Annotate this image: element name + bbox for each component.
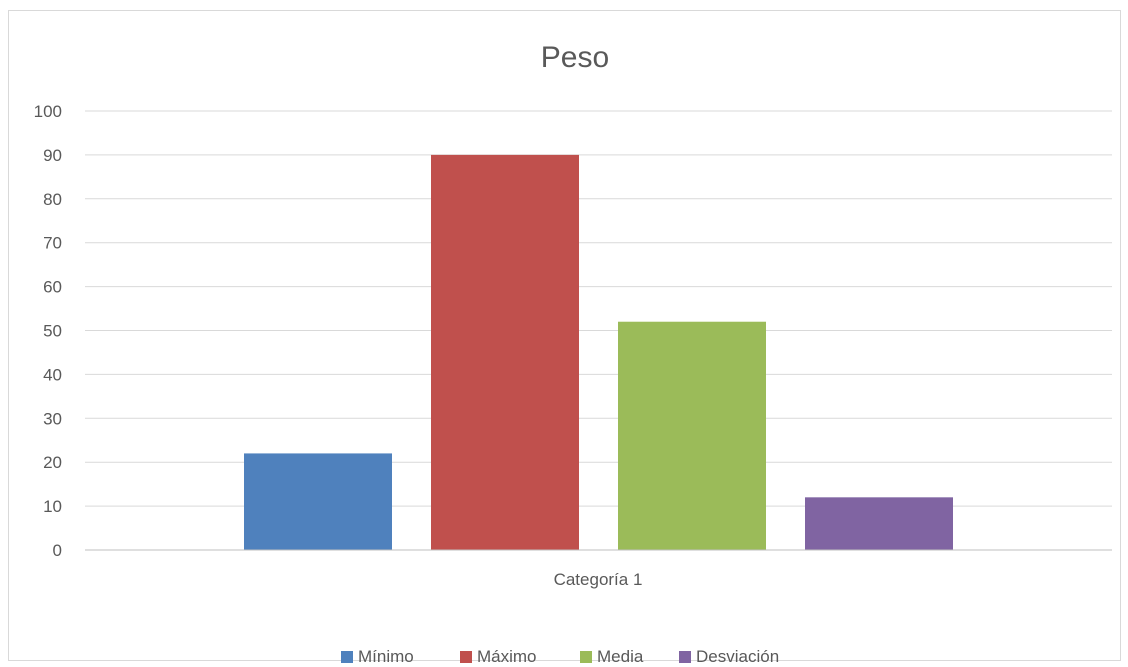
legend-label: Mínimo — [358, 647, 414, 666]
legend-swatch — [580, 651, 592, 663]
bars — [244, 154, 953, 550]
y-tick-label: 20 — [43, 453, 62, 472]
legend: Mínimo Máximo Media Desviación — [341, 647, 779, 666]
y-tick-label: 10 — [43, 497, 62, 516]
y-tick-label: 90 — [43, 146, 62, 165]
y-axis-ticks: 0 10 20 30 40 50 60 70 80 90 100 — [34, 102, 62, 560]
y-tick-label: 80 — [43, 190, 62, 209]
bar-maximo — [431, 154, 579, 550]
y-tick-label: 50 — [43, 322, 62, 341]
y-tick-label: 60 — [43, 278, 62, 297]
legend-swatch — [679, 651, 691, 663]
bar-desviacion — [805, 497, 953, 550]
legend-label: Máximo — [477, 647, 537, 666]
bar-media — [618, 321, 766, 550]
gridlines — [85, 110, 1112, 507]
y-tick-label: 100 — [34, 102, 62, 121]
y-tick-label: 70 — [43, 234, 62, 253]
chart-title: Peso — [541, 41, 609, 74]
bar-minimo — [244, 453, 392, 550]
legend-label: Desviación — [696, 647, 779, 666]
category-label: Categoría 1 — [554, 570, 643, 589]
legend-label: Media — [597, 647, 644, 666]
y-tick-label: 30 — [43, 409, 62, 428]
y-tick-label: 0 — [53, 541, 62, 560]
legend-swatch — [460, 651, 472, 663]
y-tick-label: 40 — [43, 365, 62, 384]
legend-swatch — [341, 651, 353, 663]
